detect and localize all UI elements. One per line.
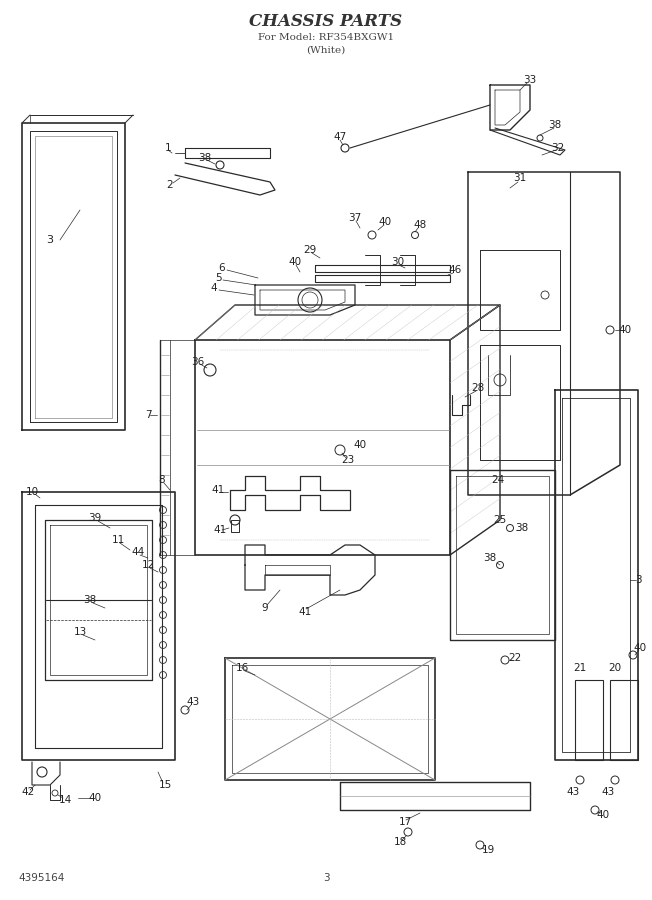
Text: 44: 44 bbox=[131, 547, 145, 557]
Text: 28: 28 bbox=[471, 383, 484, 393]
Text: 41: 41 bbox=[299, 607, 312, 617]
Text: 48: 48 bbox=[413, 220, 426, 230]
Text: 31: 31 bbox=[513, 173, 527, 183]
Text: 41: 41 bbox=[211, 485, 225, 495]
Text: 40: 40 bbox=[353, 440, 366, 450]
Text: (White): (White) bbox=[306, 46, 346, 55]
Text: 8: 8 bbox=[158, 475, 166, 485]
Text: 16: 16 bbox=[235, 663, 248, 673]
Bar bbox=[610, 680, 638, 760]
Text: 11: 11 bbox=[111, 535, 125, 545]
Text: 40: 40 bbox=[619, 325, 632, 335]
Text: 33: 33 bbox=[524, 75, 537, 85]
Text: 21: 21 bbox=[573, 663, 587, 673]
Bar bbox=[231, 520, 239, 532]
Text: 12: 12 bbox=[141, 560, 155, 570]
Text: 3: 3 bbox=[634, 575, 642, 585]
Text: 18: 18 bbox=[393, 837, 407, 847]
Text: 3: 3 bbox=[323, 873, 329, 883]
Text: 42: 42 bbox=[22, 787, 35, 797]
Text: 40: 40 bbox=[288, 257, 302, 267]
Bar bbox=[575, 680, 603, 760]
Text: 2: 2 bbox=[167, 180, 173, 190]
Text: 41: 41 bbox=[213, 525, 227, 535]
Text: 39: 39 bbox=[89, 513, 102, 523]
Text: 3: 3 bbox=[46, 235, 53, 245]
Text: 15: 15 bbox=[158, 780, 171, 790]
Text: 36: 36 bbox=[192, 357, 205, 367]
Text: 24: 24 bbox=[492, 475, 505, 485]
Text: 38: 38 bbox=[515, 523, 529, 533]
Text: 43: 43 bbox=[567, 787, 580, 797]
Text: 32: 32 bbox=[552, 143, 565, 153]
Text: 4: 4 bbox=[211, 283, 217, 293]
Text: 19: 19 bbox=[481, 845, 495, 855]
Text: 40: 40 bbox=[597, 810, 610, 820]
Text: 40: 40 bbox=[378, 217, 392, 227]
Text: 40: 40 bbox=[89, 793, 102, 803]
Text: 38: 38 bbox=[198, 153, 212, 163]
Text: 7: 7 bbox=[145, 410, 151, 420]
Text: 23: 23 bbox=[342, 455, 355, 465]
Text: 17: 17 bbox=[398, 817, 411, 827]
Text: 38: 38 bbox=[548, 120, 561, 130]
Text: 40: 40 bbox=[634, 643, 647, 653]
Text: 25: 25 bbox=[494, 515, 507, 525]
Text: For Model: RF354BXGW1: For Model: RF354BXGW1 bbox=[258, 33, 394, 42]
Text: 38: 38 bbox=[483, 553, 497, 563]
Text: CHASSIS PARTS: CHASSIS PARTS bbox=[250, 14, 402, 31]
Text: 10: 10 bbox=[25, 487, 38, 497]
Text: 43: 43 bbox=[601, 787, 615, 797]
Text: 37: 37 bbox=[348, 213, 362, 223]
Text: 4395164: 4395164 bbox=[18, 873, 65, 883]
Text: 20: 20 bbox=[608, 663, 621, 673]
Text: 5: 5 bbox=[215, 273, 221, 283]
Text: 38: 38 bbox=[83, 595, 96, 605]
Text: 13: 13 bbox=[74, 627, 87, 637]
Text: 47: 47 bbox=[333, 132, 347, 142]
Text: 6: 6 bbox=[218, 263, 226, 273]
Text: 9: 9 bbox=[261, 603, 269, 613]
Text: 14: 14 bbox=[59, 795, 72, 805]
Text: 22: 22 bbox=[509, 653, 522, 663]
Text: 29: 29 bbox=[303, 245, 317, 255]
Text: 1: 1 bbox=[165, 143, 171, 153]
Text: 43: 43 bbox=[186, 697, 200, 707]
Text: 30: 30 bbox=[391, 257, 404, 267]
Text: 46: 46 bbox=[449, 265, 462, 275]
